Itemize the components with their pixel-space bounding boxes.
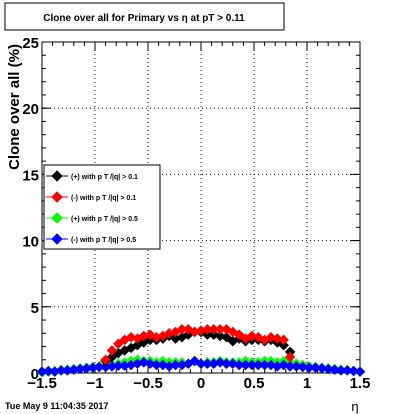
data-point	[291, 361, 302, 372]
x-tick-label: 0	[197, 375, 205, 392]
data-point	[341, 364, 353, 376]
y-tick-label: 25	[22, 35, 39, 52]
x-tick-label: −1.5	[27, 375, 57, 392]
data-point	[354, 366, 366, 378]
timestamp: Tue May 9 11:04:35 2017	[5, 401, 108, 411]
x-tick-label: 1.5	[350, 375, 371, 392]
title-box	[4, 2, 285, 31]
legend-label: (+) with p T /|q| > 0.1	[71, 174, 138, 181]
data-point	[284, 351, 296, 363]
x-tick-labels: −1.5 −1 −0.5 0 0.5 1 1.5	[27, 375, 370, 392]
data-point	[310, 362, 321, 374]
y-tick-label: 15	[22, 167, 39, 184]
data-point	[297, 361, 309, 373]
x-tick-label: −0.5	[133, 375, 163, 392]
chart-title: Clone over all for Primary vs η at pT > …	[43, 13, 245, 24]
data-point	[329, 364, 340, 376]
data-point	[100, 354, 111, 366]
data-point	[316, 363, 328, 374]
legend-label: (+) with p T /|q| > 0.5	[71, 216, 138, 223]
data-point	[348, 365, 359, 377]
y-tick-label: 10	[22, 234, 39, 251]
legend-marker	[51, 233, 63, 245]
legend-marker	[51, 212, 63, 224]
legend-label: (-) with p T /|q| > 0.5	[71, 237, 136, 244]
data-point	[106, 345, 118, 356]
x-tick-label: −1	[86, 375, 103, 392]
x-tick-label: 0.5	[244, 375, 265, 392]
legend-box	[43, 164, 161, 250]
legend: (+) with p T /|q| > 0.1 (-) with p T /|q|…	[43, 164, 161, 250]
data-points	[36, 323, 366, 378]
x-axis-label: η	[351, 399, 358, 414]
y-axis-label: Clone over all (%)	[6, 44, 23, 170]
data-point	[278, 334, 290, 346]
x-tick-label: 1	[303, 375, 311, 392]
data-point	[43, 365, 54, 377]
y-tick-label: 0	[31, 366, 39, 383]
y-tick-label: 20	[22, 101, 39, 118]
data-point	[322, 363, 334, 375]
legend-label: (-) with p T /|q| > 0.1	[71, 195, 136, 202]
legend-marker	[51, 191, 63, 203]
legend-marker	[51, 170, 63, 182]
y-tick-label: 5	[31, 300, 39, 317]
y-tick-labels: 0 5 10 15 20 25	[22, 35, 39, 383]
